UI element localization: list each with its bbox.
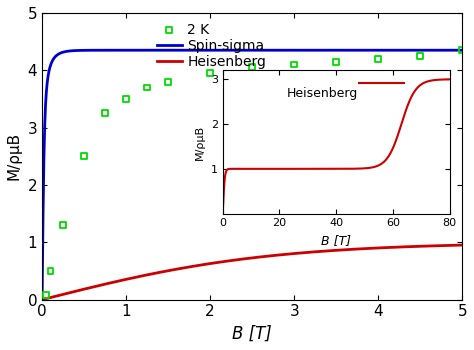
Heisenberg [374, 246, 380, 250]
2 K [47, 268, 55, 274]
Line: Spin-sigma: Spin-sigma [42, 50, 462, 292]
Heisenberg [367, 246, 373, 251]
2 K [122, 96, 130, 102]
Heisenberg [209, 261, 215, 265]
Spin-sigma [209, 48, 215, 52]
2 K [248, 65, 256, 70]
2 K [80, 154, 88, 159]
X-axis label: B [T]: B [T] [232, 325, 272, 343]
Spin-sigma [297, 48, 302, 52]
2 K [43, 292, 50, 298]
Spin-sigma [39, 289, 45, 294]
Spin-sigma [459, 48, 465, 52]
2 K [101, 111, 109, 116]
Legend: 2 K, Spin-sigma, Heisenberg: 2 K, Spin-sigma, Heisenberg [154, 20, 269, 72]
Line: Heisenberg: Heisenberg [42, 245, 462, 300]
2 K [59, 222, 67, 228]
2 K [417, 53, 424, 59]
Heisenberg [224, 259, 230, 263]
2 K [206, 70, 214, 76]
2 K [374, 56, 382, 62]
Heisenberg [328, 248, 334, 253]
Heisenberg [459, 243, 465, 247]
2 K [291, 62, 298, 67]
2 K [143, 85, 151, 90]
2 K [164, 79, 172, 85]
Spin-sigma [375, 48, 381, 52]
2 K [332, 59, 340, 64]
Spin-sigma [328, 48, 334, 52]
Spin-sigma [224, 48, 230, 52]
Heisenberg [39, 298, 45, 302]
Y-axis label: M/ρμB: M/ρμB [7, 132, 22, 180]
2 K [458, 47, 466, 53]
Spin-sigma [367, 48, 373, 52]
Heisenberg [82, 287, 88, 291]
Spin-sigma [82, 48, 88, 52]
